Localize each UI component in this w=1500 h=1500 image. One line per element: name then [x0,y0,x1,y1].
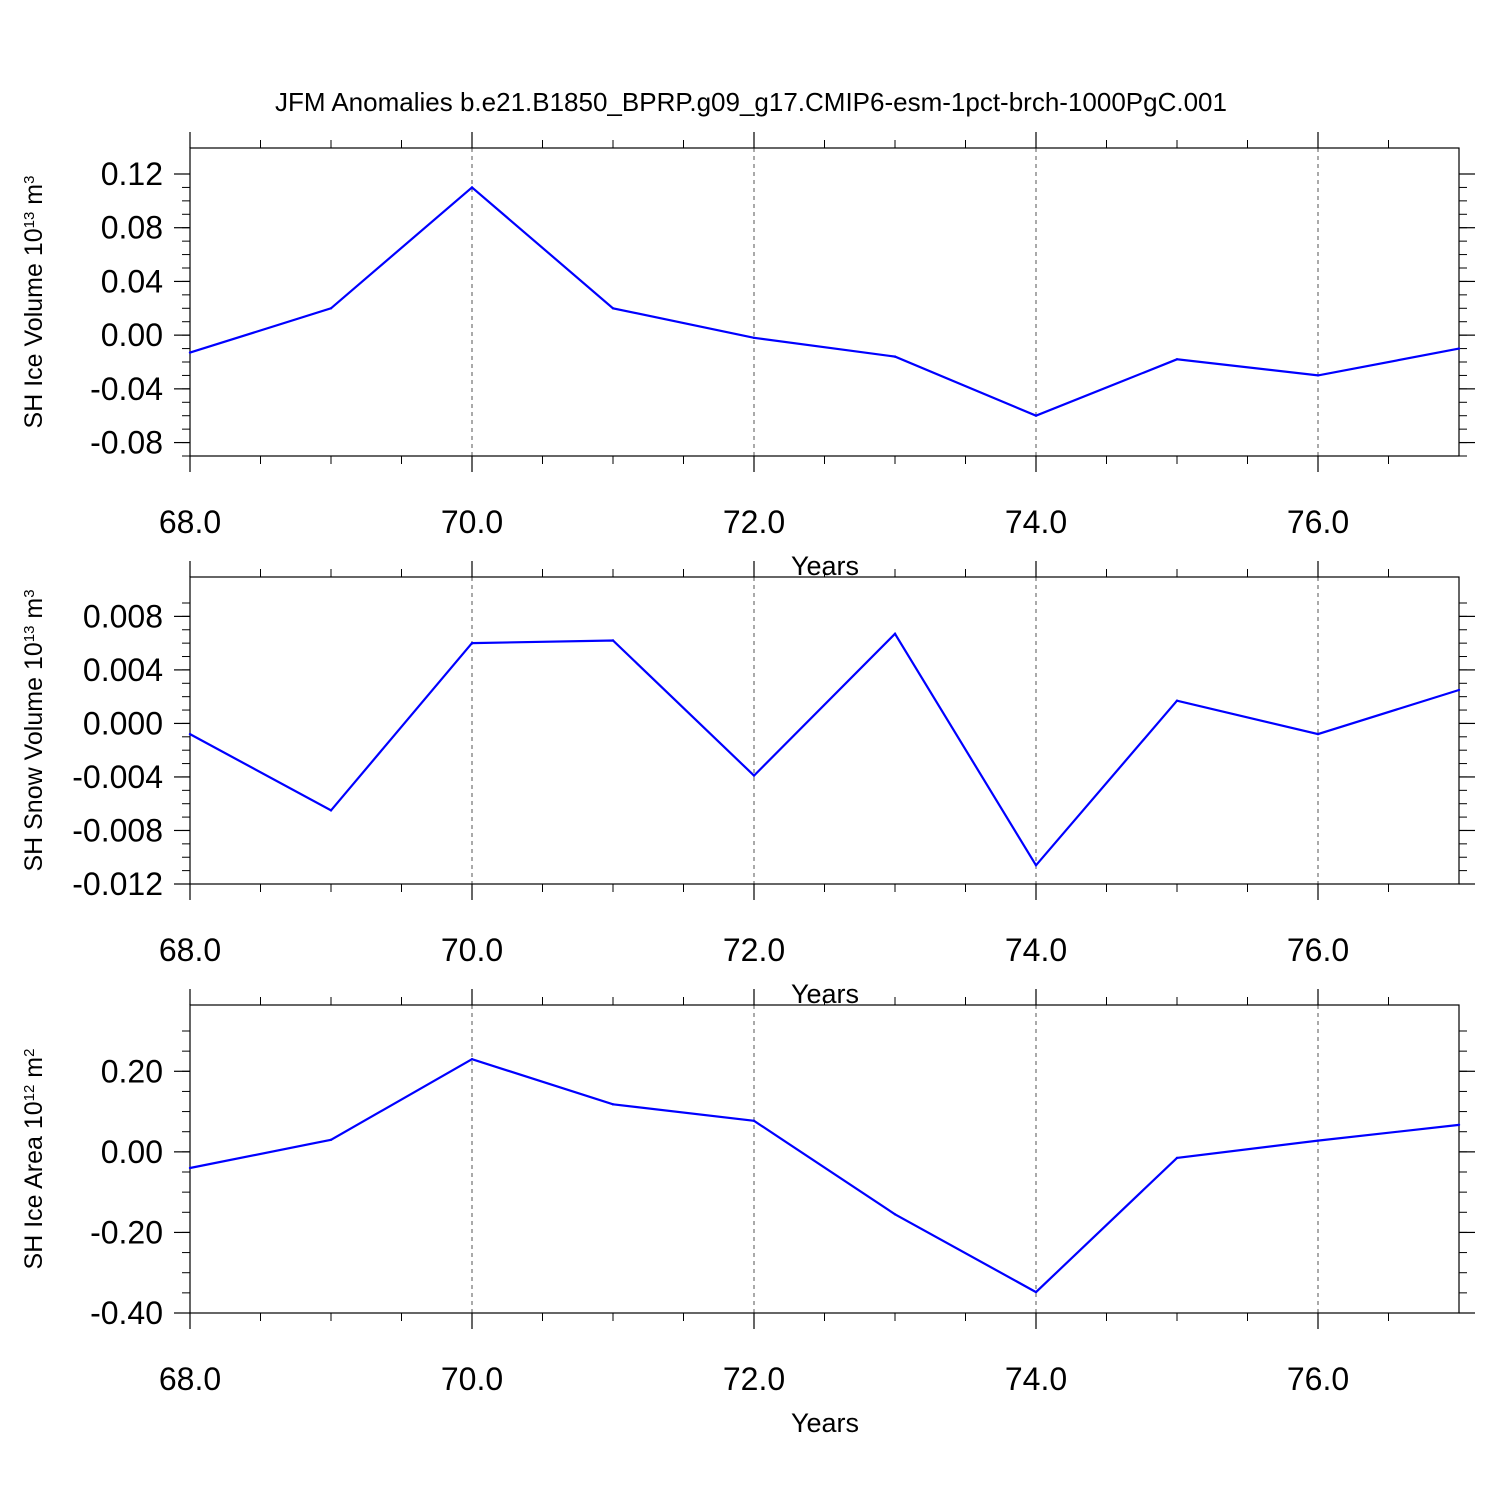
series-line [189,185,1460,417]
data-point [470,641,474,645]
data-point [1175,699,1179,702]
data-point [470,1058,474,1061]
data-point [752,1119,756,1123]
x-tick-label: 76.0 [1287,504,1349,540]
data-point [611,307,615,310]
data-point [1034,414,1038,417]
x-tick-label: 74.0 [1005,504,1067,540]
data-point [611,1103,615,1106]
data-point [470,186,474,189]
data-point [893,355,897,358]
y-tick-label: -0.04 [90,371,163,407]
y-tick-label: 0.00 [101,1134,163,1170]
y-axis-label: SH Snow Volume 1013 m3 [20,589,48,871]
panel-2: 68.0 70.0 72.0 74.0 76.0 0.008 0.004 0.000 -0.00… [20,561,1475,1009]
y-tick-label: -0.004 [72,759,163,795]
chart-title: JFM Anomalies b.e21.B1850_BPRP.g09_g17.C… [275,87,1227,117]
y-tick-label: 0.008 [83,598,163,634]
x-tick-label: 70.0 [441,1361,503,1397]
data-point [1457,688,1461,692]
y-axis-label-unit: m [20,598,48,626]
y-tick-label: 0.20 [101,1053,163,1089]
y-tick-label: 0.08 [101,210,163,246]
data-point [1034,1290,1038,1294]
x-tick-label: 74.0 [1005,932,1067,968]
chart-panels: 68.0 70.0 72.0 74.0 76.0 0.12 0.08 0.04 0.00 -0.0… [20,132,1475,1438]
y-tick-label: -0.20 [90,1214,163,1250]
data-point [188,1166,192,1170]
y-tick-label: -0.012 [72,866,163,902]
x-tick-label: 74.0 [1005,1361,1067,1397]
x-tick-label: 70.0 [441,932,503,968]
series-line [189,632,1460,868]
data-point [893,1213,897,1216]
data-point [752,336,756,340]
x-tick-label: 76.0 [1287,932,1349,968]
y-axis-label: SH Ice Volume 1013 m3 [20,176,48,429]
x-axis-label: Years [791,1408,859,1438]
y-axis-label-exponent: 13 [21,212,38,229]
data-point [329,307,333,310]
series-line [189,1058,1460,1294]
y-axis-label-exponent: 13 [21,626,38,643]
x-tick-label: 68.0 [159,504,221,540]
data-point [1457,347,1461,350]
x-tick-label: 70.0 [441,504,503,540]
x-tick-label: 72.0 [723,1361,785,1397]
y-tick-label: 0.12 [101,156,163,192]
y-tick-label: 0.004 [83,652,163,688]
y-tick-label: 0.00 [101,317,163,353]
data-point [1034,864,1038,867]
y-axis-label-base: SH Ice Volume 10 [20,228,48,428]
y-axis-label-base: SH Ice Area 10 [20,1101,48,1269]
x-tick-label: 72.0 [723,504,785,540]
y-tick-label: 0.04 [101,263,163,299]
panel-3: 68.0 70.0 72.0 74.0 76.0 0.20 0.00 -0.20 -0.40 Ye… [20,989,1475,1438]
data-point [893,632,897,635]
x-tick-label: 68.0 [159,932,221,968]
data-point [1175,358,1179,361]
data-point [1457,1123,1461,1127]
y-tick-label: 0.000 [83,705,163,741]
y-tick-label: -0.08 [90,425,163,461]
data-point [188,732,192,736]
y-tick-label: -0.008 [72,812,163,848]
x-tick-label: 76.0 [1287,1361,1349,1397]
data-point [1175,1156,1179,1160]
data-point [1316,374,1320,377]
data-point [329,809,333,812]
y-axis-label-base: SH Snow Volume 10 [20,642,48,871]
data-point [752,774,756,777]
data-point [188,351,192,354]
panel-1: 68.0 70.0 72.0 74.0 76.0 0.12 0.08 0.04 0.00 -0.0… [20,132,1475,581]
y-axis-label: SH Ice Area 1012 m2 [20,1049,48,1270]
y-axis-label-unit-exponent: 3 [21,589,38,597]
y-axis-label-unit: m [20,184,48,212]
y-axis-label-exponent: 12 [21,1085,38,1102]
y-axis-label-unit: m [20,1057,48,1085]
x-tick-label: 68.0 [159,1361,221,1397]
data-point [329,1138,333,1141]
data-point [1316,1139,1320,1142]
y-axis-label-unit-exponent: 3 [21,176,38,184]
data-point [611,639,615,642]
x-tick-label: 72.0 [723,932,785,968]
y-tick-label: -0.40 [90,1295,163,1331]
data-point [1316,732,1320,736]
y-axis-label-unit-exponent: 2 [21,1049,38,1057]
